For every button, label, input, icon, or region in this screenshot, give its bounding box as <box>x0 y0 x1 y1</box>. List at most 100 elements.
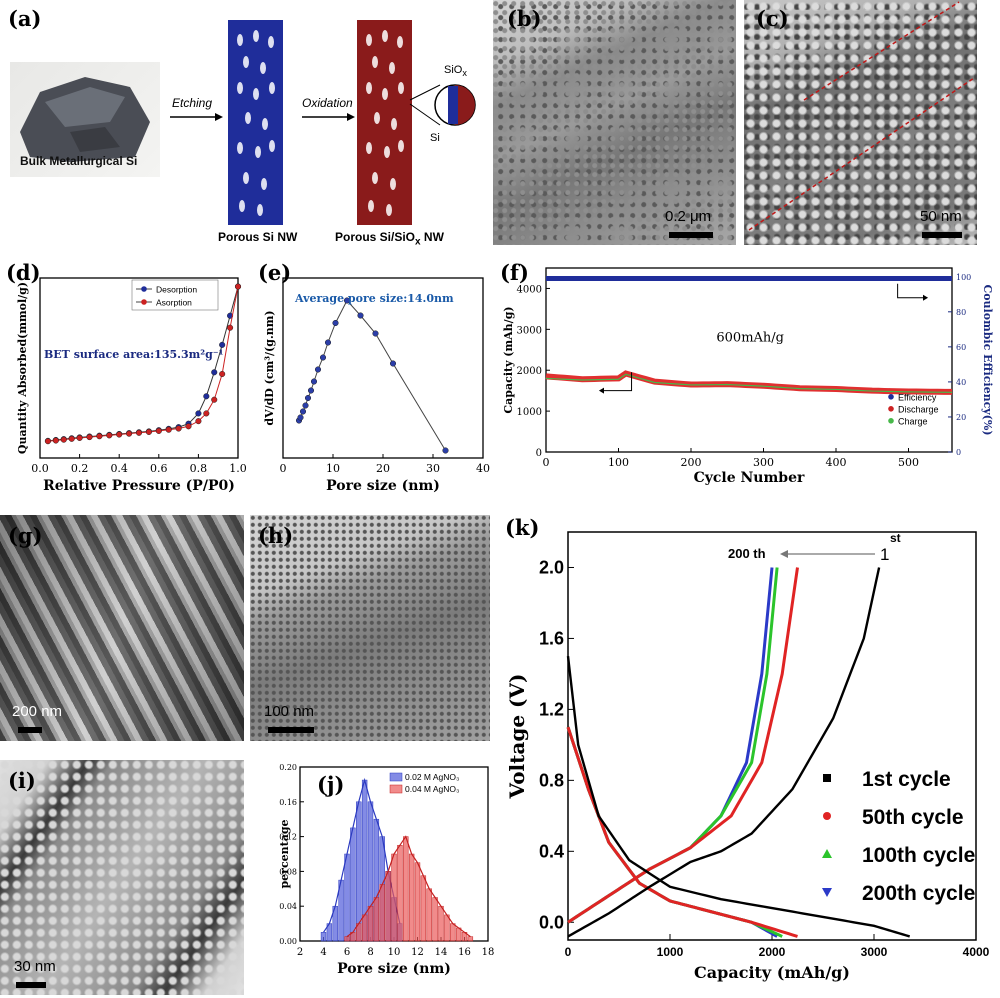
charge-curve-k <box>567 567 881 938</box>
data-point-e <box>357 312 364 319</box>
charge-curve-k <box>567 567 799 924</box>
x-tick-label-e: 40 <box>476 462 490 475</box>
x-axis-label-f: Cycle Number <box>694 470 805 486</box>
legend-marker-k <box>823 812 831 820</box>
data-point-d <box>203 410 210 417</box>
porous-siox-nw-label: Porous Si/SiOx NW <box>335 230 444 247</box>
scale-label-c: 50 nm <box>920 208 962 225</box>
chart-k: 0 1000 2000 3000 4000 0.0 0.4 0.8 1.2 1.6 2.0 Capac… <box>505 531 990 982</box>
porous-si-nw-icon <box>228 20 283 225</box>
x-tick-label-k: 3000 <box>861 945 888 959</box>
x-tick-label-j: 10 <box>388 947 401 958</box>
legend-marker-f <box>888 406 894 412</box>
arrow-left-f <box>604 372 633 392</box>
data-point-d <box>116 431 123 438</box>
x-tick-label-k: 1000 <box>657 945 684 959</box>
histogram-bar-j <box>450 923 456 942</box>
x-tick-label-j: 4 <box>320 947 326 958</box>
scale-bar-g <box>18 727 42 733</box>
annotation-e: Average pore size:14.0nm <box>294 292 454 305</box>
porous-si-nw-label: Porous Si NW <box>218 230 298 244</box>
chart-f: 0 100 200 300 400 500 0 1000 2000 3000 4000 0 20 40 60… <box>502 267 993 486</box>
tem-image-c: (c) 50 nm <box>744 0 977 245</box>
x-tick-label-j: 6 <box>344 947 350 958</box>
histogram-bar-j <box>432 897 438 942</box>
si-label: Si <box>430 132 440 144</box>
plot-frame-d <box>39 277 239 459</box>
legend-text-j: 0.04 M AgNO₃ <box>405 784 460 794</box>
histogram-bar-j <box>420 875 427 942</box>
x-tick-label-f: 0 <box>543 456 550 469</box>
chart-j: 2 4 6 8 10 12 14 16 18 0.00 0.04 0.08 0.12 0.16 0.20 Po… <box>278 763 495 977</box>
series-line-d <box>47 286 239 442</box>
data-point-d <box>126 430 133 437</box>
series-line-d <box>47 286 239 442</box>
porous-siox-sub: x <box>415 236 421 248</box>
annotation-d: BET surface area:135.3m²g⁻¹ <box>44 348 224 361</box>
data-point-e <box>307 387 315 394</box>
data-point-d <box>155 427 162 434</box>
schematic-a <box>170 20 476 225</box>
histogram-bar-j <box>444 914 450 942</box>
fit-curve-j <box>346 835 471 938</box>
y2-tick-label-f: 100 <box>956 273 971 282</box>
data-point-d <box>203 393 210 400</box>
data-point-d <box>165 426 172 433</box>
y-tick-label-j: 0.04 <box>279 902 297 911</box>
x-tick-label-j: 18 <box>482 947 495 958</box>
scale-bar-h <box>268 727 314 733</box>
scale-bar-c <box>922 232 962 238</box>
x-tick-label-f: 300 <box>753 456 774 469</box>
etching-label: Etching <box>172 96 213 110</box>
data-point-d <box>60 436 67 443</box>
panel-label-e: (e) <box>258 260 292 285</box>
x-tick-label-j: 14 <box>435 947 448 958</box>
arrow-right-f <box>897 283 923 299</box>
discharge-curve-k <box>566 656 911 938</box>
x-tick-label-f: 200 <box>681 456 702 469</box>
histogram-bar-j <box>397 845 403 942</box>
legend-marker-d <box>141 286 147 292</box>
annotation-end-sup-k: st <box>890 531 901 545</box>
data-point-e <box>343 297 351 304</box>
outline-dashes-c <box>748 1 975 231</box>
y-tick-label-k: 1.2 <box>539 699 564 719</box>
y-tick-label-j: 0.20 <box>279 763 297 772</box>
panel-a: (a) Bulk Metallurgical Si <box>0 0 490 247</box>
histogram-bar-j <box>391 853 397 942</box>
legend-text-k: 100th cycle <box>862 844 975 867</box>
legend-marker-f <box>888 394 894 400</box>
y2-tick-label-f: 20 <box>956 413 966 422</box>
y-tick-label-j: 0.16 <box>279 798 297 807</box>
porous-siox-post: NW <box>420 230 444 244</box>
arrow-head-left-f <box>598 387 604 394</box>
y-axis-label-e: dV/dD (cm³/(g.nm) <box>263 310 276 425</box>
data-point-d <box>227 324 234 331</box>
x-tick-label-d: 0.0 <box>31 462 49 475</box>
legend-marker-k <box>823 774 831 782</box>
x-tick-label-d: 1.0 <box>229 462 247 475</box>
scale-label-b: 0.2 μm <box>665 208 712 225</box>
porous-siox-pre: Porous Si/SiO <box>335 230 416 244</box>
x-tick-label-j: 8 <box>367 947 373 958</box>
y-tick-label-f: 0 <box>536 448 542 459</box>
legend-text-k: 1st cycle <box>862 768 951 791</box>
legend-text-k: 50th cycle <box>862 806 964 829</box>
y2-tick-label-f: 80 <box>956 308 966 317</box>
data-point-e <box>302 402 309 409</box>
y2-tick-label-f: 60 <box>956 343 966 352</box>
chart-e: 0 10 20 30 40 Pore size (nm) dV/dD (cm³/(g.nm)… <box>263 277 490 494</box>
histogram-bar-j <box>320 932 327 942</box>
data-point-d <box>175 425 182 432</box>
arrow-head-right-f <box>923 294 929 301</box>
oxidation-label: Oxidation <box>302 96 353 110</box>
y-axis-label-k: Voltage (V) <box>505 674 529 800</box>
legend-text-j: 0.02 M AgNO₃ <box>405 772 460 782</box>
y-tick-label-k: 2.0 <box>539 557 564 577</box>
legend-box-d <box>131 279 219 311</box>
scale-label-g: 200 nm <box>12 703 63 720</box>
x-tick-label-d: 0.2 <box>71 462 89 475</box>
tem-image-i: (i) 30 nm <box>0 760 244 995</box>
y-tick-label-f: 1000 <box>517 407 542 418</box>
panel-label-c: (c) <box>756 6 789 31</box>
